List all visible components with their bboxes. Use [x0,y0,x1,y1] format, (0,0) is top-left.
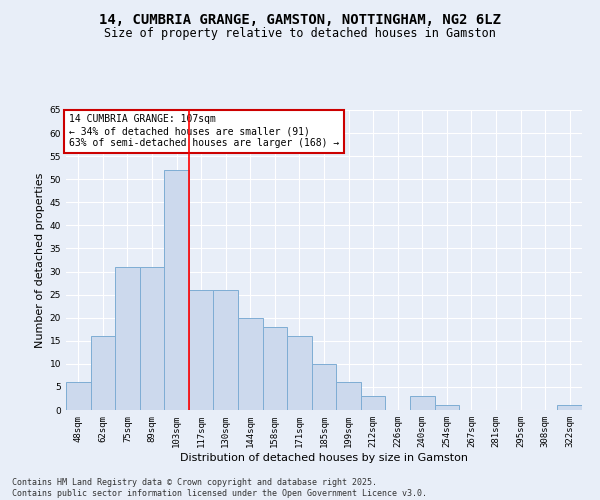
Bar [312,364,336,410]
Bar [238,318,263,410]
Bar [336,382,361,410]
Bar [557,406,582,410]
Bar [140,267,164,410]
Bar [361,396,385,410]
Bar [91,336,115,410]
Y-axis label: Number of detached properties: Number of detached properties [35,172,46,348]
Bar [115,267,140,410]
X-axis label: Distribution of detached houses by size in Gamston: Distribution of detached houses by size … [180,452,468,462]
Bar [66,382,91,410]
Text: Contains HM Land Registry data © Crown copyright and database right 2025.
Contai: Contains HM Land Registry data © Crown c… [12,478,427,498]
Bar [263,327,287,410]
Bar [214,290,238,410]
Bar [189,290,214,410]
Bar [287,336,312,410]
Bar [410,396,434,410]
Text: Size of property relative to detached houses in Gamston: Size of property relative to detached ho… [104,28,496,40]
Text: 14 CUMBRIA GRANGE: 107sqm
← 34% of detached houses are smaller (91)
63% of semi-: 14 CUMBRIA GRANGE: 107sqm ← 34% of detac… [68,114,339,148]
Text: 14, CUMBRIA GRANGE, GAMSTON, NOTTINGHAM, NG2 6LZ: 14, CUMBRIA GRANGE, GAMSTON, NOTTINGHAM,… [99,12,501,26]
Bar [164,170,189,410]
Bar [434,406,459,410]
